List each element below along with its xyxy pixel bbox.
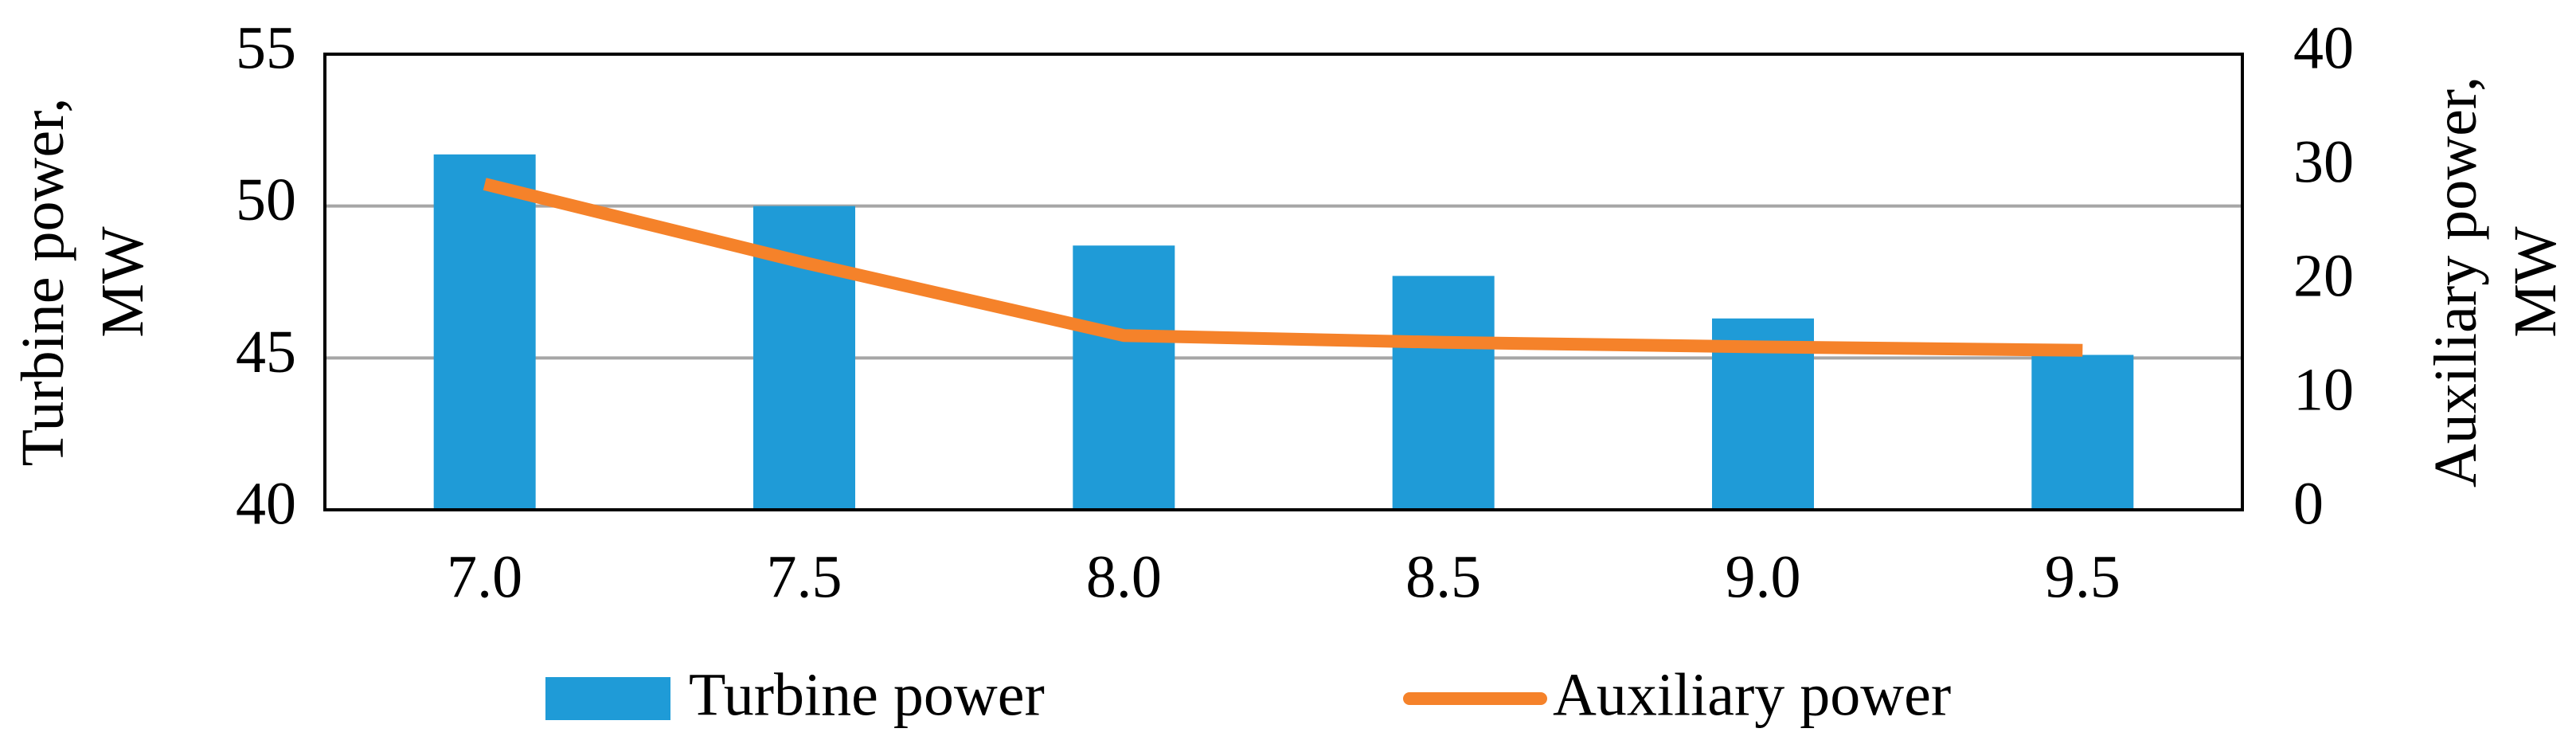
x-tick-label: 7.0: [447, 543, 522, 610]
bar: [1392, 276, 1495, 510]
line: [483, 178, 2083, 357]
title-line: MW: [89, 226, 156, 338]
plot-border: [323, 53, 2244, 511]
x-tick-label: 9.0: [1726, 543, 1801, 610]
y-tick-label: 40: [236, 470, 296, 537]
legend-label: Turbine power: [689, 661, 1045, 728]
y-axis-title: Turbine power, MW: [10, 98, 156, 467]
x-tick-label: 7.5: [767, 543, 842, 610]
x-tick-label: 9.5: [2045, 543, 2121, 610]
bar: [433, 154, 536, 510]
bar: [2031, 354, 2134, 510]
legend-swatch: [545, 677, 670, 720]
title-line: Turbine power,: [10, 98, 76, 467]
x-tick-label: 8.0: [1086, 543, 1162, 610]
y-tick-label: 55: [236, 14, 296, 81]
x-tick-label: 8.5: [1405, 543, 1481, 610]
y2-tick-label: 30: [2293, 128, 2354, 195]
y2-tick-label: 10: [2293, 356, 2354, 423]
legend-label: Auxiliary power: [1553, 661, 1951, 728]
y2-tick-label: 0: [2293, 470, 2324, 537]
marks: [433, 154, 2134, 510]
title-line: MW: [2502, 226, 2569, 338]
y2-axis-title: Auxiliary power, MW: [2422, 76, 2569, 488]
grid: [325, 53, 2242, 511]
y2-tick-label: 40: [2293, 14, 2354, 81]
y2-tick-label: 20: [2293, 242, 2354, 309]
title-line: Auxiliary power,: [2422, 76, 2489, 488]
y-tick-label: 45: [236, 319, 296, 386]
bar: [1073, 245, 1175, 510]
y-tick-label: 50: [236, 166, 296, 233]
